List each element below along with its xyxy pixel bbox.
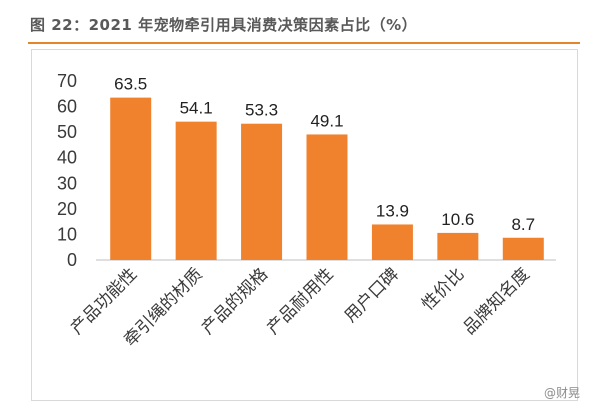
bar [306, 134, 348, 260]
x-tick-label: 品牌知名度 [460, 264, 534, 338]
x-tick-label: 性价比 [418, 264, 468, 314]
x-tick-label: 产品的规格 [198, 264, 272, 338]
bar [175, 121, 217, 260]
data-label: 13.9 [376, 201, 409, 220]
x-tick-label: 产品耐用性 [263, 264, 337, 338]
bar [437, 232, 479, 260]
y-tick-label: 0 [67, 250, 77, 270]
y-tick-label: 10 [57, 224, 77, 244]
chart-frame [31, 49, 578, 401]
x-tick-label: 用户口碑 [341, 264, 403, 326]
y-tick-label: 40 [57, 148, 77, 168]
y-tick-label: 50 [57, 122, 77, 142]
data-label: 63.5 [114, 75, 147, 94]
bar [502, 237, 544, 260]
data-label: 8.7 [511, 215, 535, 234]
y-tick-label: 20 [57, 199, 77, 219]
bar [110, 97, 152, 260]
data-label: 10.6 [441, 210, 474, 229]
y-tick-label: 60 [57, 97, 77, 117]
watermark: @财晃 [543, 386, 580, 400]
y-tick-label: 30 [57, 173, 77, 193]
y-axis-ticks: 0 10 20 30 40 50 60 70 [57, 71, 77, 270]
y-tick-label: 70 [57, 71, 77, 91]
data-label: 53.3 [245, 101, 278, 120]
value-labels: 63.5 54.1 53.3 49.1 13.9 10.6 8.7 [114, 75, 535, 234]
data-label: 49.1 [310, 111, 343, 130]
bar [371, 224, 413, 260]
bars-group [110, 97, 544, 260]
title-underline [28, 42, 580, 44]
figure-title: 图 22：2021 年宠物牵引用具消费决策因素占比（%） [30, 16, 418, 34]
data-label: 54.1 [180, 99, 213, 118]
bar [241, 123, 283, 260]
